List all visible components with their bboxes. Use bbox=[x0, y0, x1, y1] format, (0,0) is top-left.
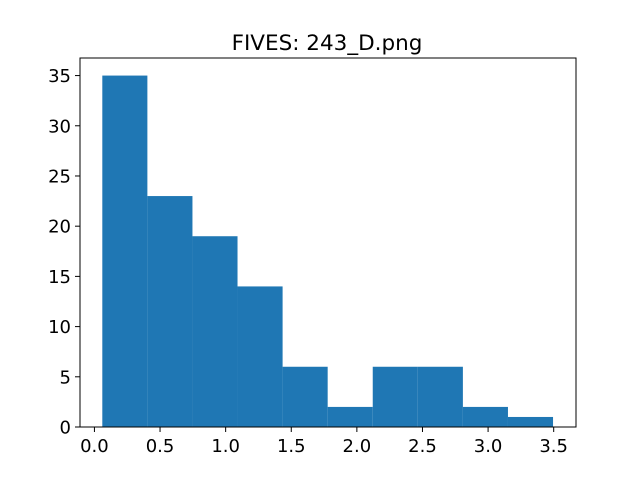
chart-title: FIVES: 243_D.png bbox=[232, 31, 423, 56]
y-tick-label: 0 bbox=[60, 418, 71, 439]
y-tick-label: 5 bbox=[60, 367, 71, 388]
histogram-bar-6 bbox=[327, 406, 373, 427]
histogram-bar-1 bbox=[102, 75, 148, 428]
x-tick-label: 2.0 bbox=[343, 436, 372, 457]
histogram-bar-8 bbox=[417, 366, 463, 427]
histogram-bar-4 bbox=[237, 286, 283, 427]
x-tick-label: 3.0 bbox=[474, 436, 503, 457]
x-tick-label: 0.5 bbox=[146, 436, 175, 457]
y-tick-label: 20 bbox=[48, 217, 71, 238]
y-axis: 0 5 10 15 20 25 30 35 bbox=[48, 66, 80, 439]
histogram-bar-10 bbox=[507, 416, 554, 427]
histogram-bar-5 bbox=[282, 366, 328, 427]
x-tick-label: 1.0 bbox=[211, 436, 240, 457]
x-axis: 0.0 0.5 1.0 1.5 2.0 2.5 3.0 3.5 bbox=[80, 427, 568, 457]
x-tick-label: 0.0 bbox=[80, 436, 109, 457]
plot-frame bbox=[79, 57, 577, 428]
histogram-bar-7 bbox=[372, 366, 418, 427]
y-tick-label: 10 bbox=[48, 317, 71, 338]
y-tick-label: 30 bbox=[48, 116, 71, 137]
bars-group bbox=[102, 75, 554, 428]
x-tick-label: 3.5 bbox=[539, 436, 568, 457]
x-tick-label: 2.5 bbox=[408, 436, 437, 457]
y-tick-label: 15 bbox=[48, 267, 71, 288]
y-tick-label: 25 bbox=[48, 166, 71, 187]
x-tick-label: 1.5 bbox=[277, 436, 306, 457]
y-tick-label: 35 bbox=[48, 66, 71, 87]
histogram-bar-9 bbox=[462, 406, 508, 427]
histogram-bar-3 bbox=[192, 236, 238, 427]
histogram-bar-2 bbox=[147, 196, 193, 427]
